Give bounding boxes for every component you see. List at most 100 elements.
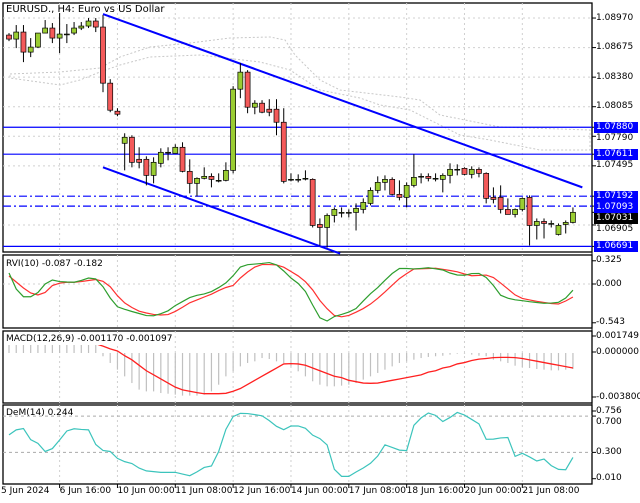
channel-trendline xyxy=(102,13,583,189)
candle-bullish xyxy=(157,151,164,164)
candle-bullish xyxy=(56,33,63,39)
candle-bearish xyxy=(280,121,287,182)
candle-bearish xyxy=(396,194,403,198)
candle-bullish xyxy=(63,33,70,36)
candle-bullish xyxy=(331,209,338,216)
candle-bullish xyxy=(78,25,85,29)
candle-bearish xyxy=(490,197,497,200)
candle-bullish xyxy=(411,177,417,186)
candle-bearish xyxy=(114,110,121,115)
level-price-label: 1.07093 xyxy=(594,201,638,213)
candle-bearish xyxy=(505,209,511,215)
candle-bullish xyxy=(121,136,128,144)
candle-bullish xyxy=(454,168,461,171)
candle-bullish xyxy=(512,209,518,215)
time-axis-label: 20 Jun 00:00 xyxy=(464,486,522,496)
channel-trendline xyxy=(102,166,341,255)
candle-bearish xyxy=(317,224,323,228)
candle-bearish xyxy=(309,179,316,226)
candle-bearish xyxy=(186,170,193,184)
candle-bearish xyxy=(244,71,251,108)
candle-bullish xyxy=(382,179,388,183)
candle-bearish xyxy=(136,158,142,163)
price-tick-label: 1.08085 xyxy=(596,101,634,112)
macd-label: MACD(12,26,9) -0.001170 -0.001097 xyxy=(6,334,173,345)
macd-tick-label: -0.003800 xyxy=(596,391,640,402)
candle-bullish xyxy=(295,179,302,181)
candle-bullish xyxy=(215,180,222,182)
level-price-label: 1.07880 xyxy=(594,121,638,133)
candle-bullish xyxy=(251,102,258,108)
candle-bullish xyxy=(360,202,367,210)
candle-bearish xyxy=(100,26,106,84)
candle-bullish xyxy=(35,32,41,48)
rvi-label: RVI(10) -0.087 -0.182 xyxy=(6,259,103,269)
time-axis-label: 14 Jun 00:00 xyxy=(290,486,349,496)
candle-bearish xyxy=(425,176,432,179)
rvi-tick-label: 0.000 xyxy=(596,278,622,289)
candle-bearish xyxy=(143,158,150,176)
level-price-label: 1.06691 xyxy=(594,240,638,252)
dem-tick-label: 0.010 xyxy=(596,473,622,484)
price-tick-label: 1.06905 xyxy=(596,223,634,234)
candle-bearish xyxy=(259,102,265,113)
candle-bullish xyxy=(403,185,410,198)
candle-bullish xyxy=(468,168,475,175)
time-axis-label: 18 Jun 16:00 xyxy=(406,486,464,496)
candle-bullish xyxy=(562,222,569,225)
candle-bullish xyxy=(13,31,20,40)
candle-bullish xyxy=(548,223,555,225)
macd-tick-label: 0.001749 xyxy=(596,330,639,341)
candle-bullish xyxy=(447,168,453,176)
candle-bearish xyxy=(389,179,396,195)
price-tick-label: 1.07790 xyxy=(596,132,634,143)
candle-bullish xyxy=(230,88,236,171)
price-tick-label: 1.08970 xyxy=(596,12,634,23)
chart-title: EURUSD., H4: Euro vs US Dollar xyxy=(6,4,165,15)
dem-tick-label: 0.300 xyxy=(596,446,622,457)
time-axis-label: 10 Jun 00:00 xyxy=(117,486,175,496)
time-axis-label: 6 Jun 16:00 xyxy=(59,486,112,496)
time-axis-label: 17 Jun 08:00 xyxy=(348,486,406,496)
panel-rvi xyxy=(2,254,593,329)
level-price-label: 1.07192 xyxy=(594,190,638,202)
candle-bullish xyxy=(302,178,309,180)
candle-bearish xyxy=(273,108,280,123)
candle-bullish xyxy=(71,27,77,34)
candle-bullish xyxy=(201,176,208,179)
candle-bearish xyxy=(6,34,12,40)
price-tick-label: 1.08380 xyxy=(596,71,634,82)
candle-bearish xyxy=(476,168,482,174)
candle-bullish xyxy=(237,71,244,90)
candle-bullish xyxy=(172,146,179,154)
candle-bearish xyxy=(107,82,114,111)
candle-bullish xyxy=(345,212,352,214)
time-axis-label: 11 Jun 08:00 xyxy=(175,486,233,496)
candle-bearish xyxy=(20,31,27,53)
current-price-label: 1.07031 xyxy=(594,212,638,224)
candle-bullish xyxy=(353,208,359,213)
candle-bearish xyxy=(461,167,468,175)
candle-bullish xyxy=(150,161,157,176)
candle-bearish xyxy=(541,221,547,224)
rvi-tick-label: -0.543 xyxy=(596,317,626,328)
candle-bullish xyxy=(165,151,171,154)
dem-line xyxy=(8,411,574,477)
macd-tick-label: 0.000000 xyxy=(596,346,639,357)
candle-bearish xyxy=(266,108,273,113)
level-price-label: 1.07611 xyxy=(594,148,638,160)
time-axis-label: 12 Jun 16:00 xyxy=(233,486,291,496)
rvi-main-line xyxy=(8,261,574,322)
macd-signal-line xyxy=(74,343,574,395)
candle-bullish xyxy=(288,179,294,181)
candle-bearish xyxy=(179,146,186,172)
rvi-tick-label: 0.325 xyxy=(596,255,622,266)
candle-bullish xyxy=(338,212,345,214)
candle-bullish xyxy=(439,175,446,180)
candle-bearish xyxy=(208,176,215,180)
candle-bearish xyxy=(497,197,504,210)
candle-bullish xyxy=(519,198,526,210)
candle-bullish xyxy=(367,190,374,204)
